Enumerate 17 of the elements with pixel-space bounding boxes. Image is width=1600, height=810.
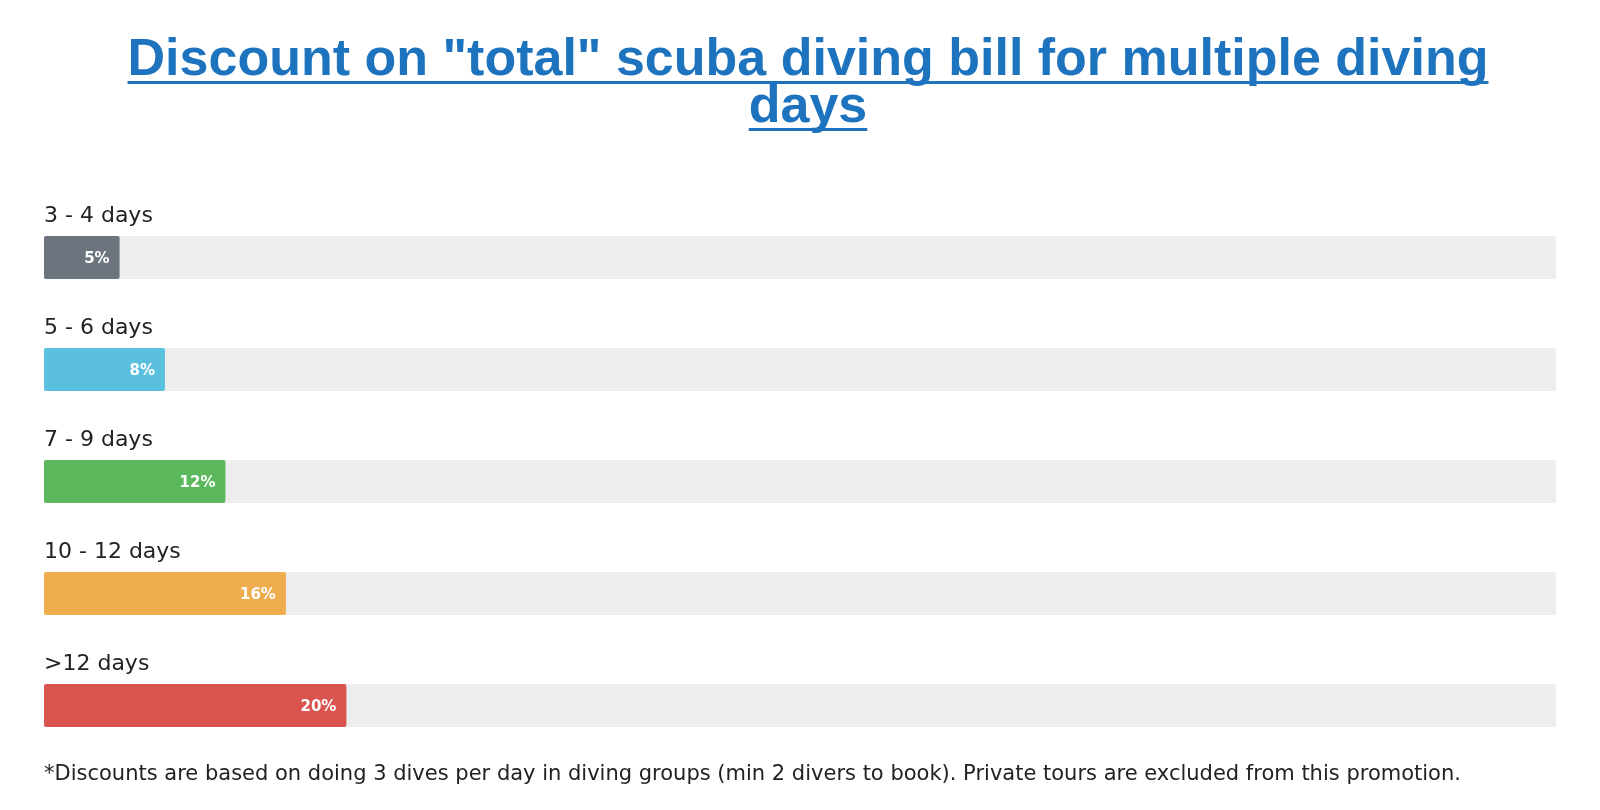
chart-title: Discount on "total" scuba diving bill for multiple diving days	[127, 28, 1489, 133]
y-tick-label: 3 - 4 days	[44, 202, 153, 227]
data-label: 16%	[240, 585, 276, 603]
bar	[44, 236, 120, 279]
data-label: 20%	[300, 697, 337, 715]
data-label: 5%	[84, 249, 110, 267]
data-label: 8%	[129, 361, 155, 379]
text: *Discounts are based on doing 3 dives per day in diving groups (min 2 divers to book). Private tours are excluded from this promotion.	[44, 761, 1461, 785]
bar	[44, 460, 226, 503]
y-tick-label: 10 - 12 days	[44, 538, 181, 563]
data-label: 12%	[179, 473, 216, 491]
y-tick-label: >12 days	[44, 650, 150, 675]
bar	[44, 572, 286, 615]
bar	[44, 348, 165, 391]
bar	[44, 684, 347, 727]
y-tick-label: 5 - 6 days	[44, 314, 153, 339]
y-tick-label: 7 - 9 days	[44, 426, 153, 451]
